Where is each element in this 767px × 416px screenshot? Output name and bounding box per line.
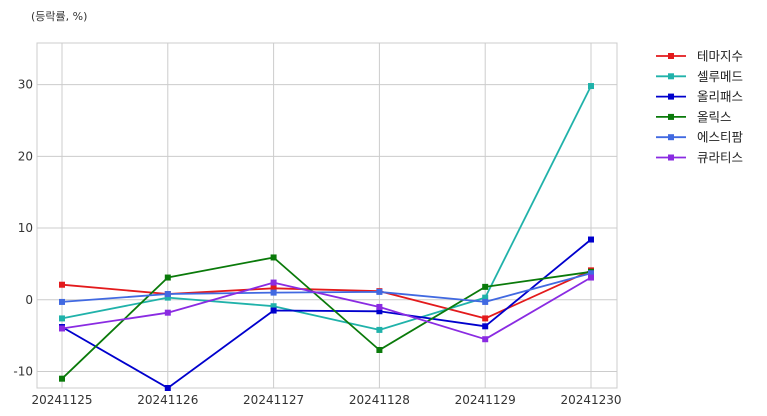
data-point — [164, 274, 171, 281]
data-point — [59, 325, 65, 332]
series-line — [61, 276, 592, 341]
data-point — [59, 315, 65, 322]
data-point — [376, 346, 383, 353]
series-group — [59, 83, 594, 391]
data-point — [59, 281, 65, 288]
data-point — [482, 336, 489, 343]
legend-label: 셀루메드 — [697, 69, 743, 84]
legend-item: 올리패스 — [656, 89, 743, 104]
legend-swatch-marker — [668, 53, 674, 59]
data-point — [376, 326, 383, 333]
grid — [37, 43, 617, 388]
data-point — [482, 315, 489, 322]
data-point — [59, 375, 65, 382]
data-point — [270, 289, 277, 296]
legend-swatch-marker — [668, 134, 674, 141]
legend-item: 큐라티스 — [656, 150, 743, 165]
data-point — [588, 236, 594, 243]
data-point — [376, 308, 383, 315]
y-tick-label: -10 — [13, 365, 33, 379]
x-axis-ticks: 20241125 20241126 20241127 20241128 20241129… — [31, 393, 621, 407]
data-point — [270, 307, 277, 314]
series-line — [61, 85, 592, 331]
data-point — [482, 283, 489, 290]
legend-item: 테마지수 — [656, 49, 743, 64]
data-point — [482, 323, 489, 330]
data-point — [588, 83, 594, 90]
series-5 — [59, 270, 594, 305]
unit-label: (등락률, %) — [31, 10, 87, 23]
legend-item: 에스티팜 — [656, 130, 744, 145]
data-point — [376, 303, 383, 310]
legend-swatch-marker — [668, 93, 674, 100]
series-line — [61, 272, 592, 303]
series-3 — [59, 236, 594, 391]
y-axis-ticks: -10 0 10 20 30 — [13, 78, 33, 379]
data-point — [588, 274, 594, 281]
data-point — [164, 291, 171, 298]
legend-item: 올릭스 — [656, 109, 732, 124]
series-2 — [59, 83, 594, 333]
data-point — [588, 270, 594, 277]
y-tick-label: 20 — [18, 149, 33, 163]
data-point — [270, 254, 277, 261]
legend-swatch-marker — [668, 154, 674, 161]
series-line — [61, 269, 592, 320]
legend-label: 테마지수 — [697, 49, 743, 64]
x-tick-label: 20241127 — [243, 393, 304, 407]
y-tick-label: 0 — [25, 293, 33, 307]
x-tick-label: 20241128 — [349, 393, 410, 407]
y-tick-label: 10 — [18, 221, 33, 235]
series-6 — [59, 274, 594, 343]
x-tick-label: 20241125 — [31, 393, 92, 407]
data-point — [164, 294, 171, 301]
series-line — [61, 256, 592, 380]
data-point — [164, 385, 171, 391]
data-point — [270, 279, 277, 286]
legend-label: 큐라티스 — [697, 150, 743, 165]
legend-swatch-marker — [668, 73, 674, 80]
data-point — [270, 303, 277, 310]
x-tick-label: 20241126 — [137, 393, 198, 407]
data-point — [376, 288, 383, 295]
data-point — [270, 285, 277, 292]
data-point — [59, 298, 65, 305]
x-tick-label: 20241129 — [455, 393, 516, 407]
legend-label: 올리패스 — [697, 89, 743, 104]
plot-frame — [36, 42, 618, 389]
legend-item: 셀루메드 — [656, 69, 743, 84]
y-tick-label: 30 — [18, 78, 33, 92]
legend-swatch-marker — [668, 113, 674, 120]
data-point — [482, 298, 489, 305]
series-line — [61, 238, 592, 389]
legend-label: 올릭스 — [697, 109, 732, 124]
data-point — [164, 309, 171, 316]
x-tick-label: 20241230 — [560, 393, 621, 407]
data-point — [482, 294, 489, 301]
legend-label: 에스티팜 — [697, 130, 744, 145]
